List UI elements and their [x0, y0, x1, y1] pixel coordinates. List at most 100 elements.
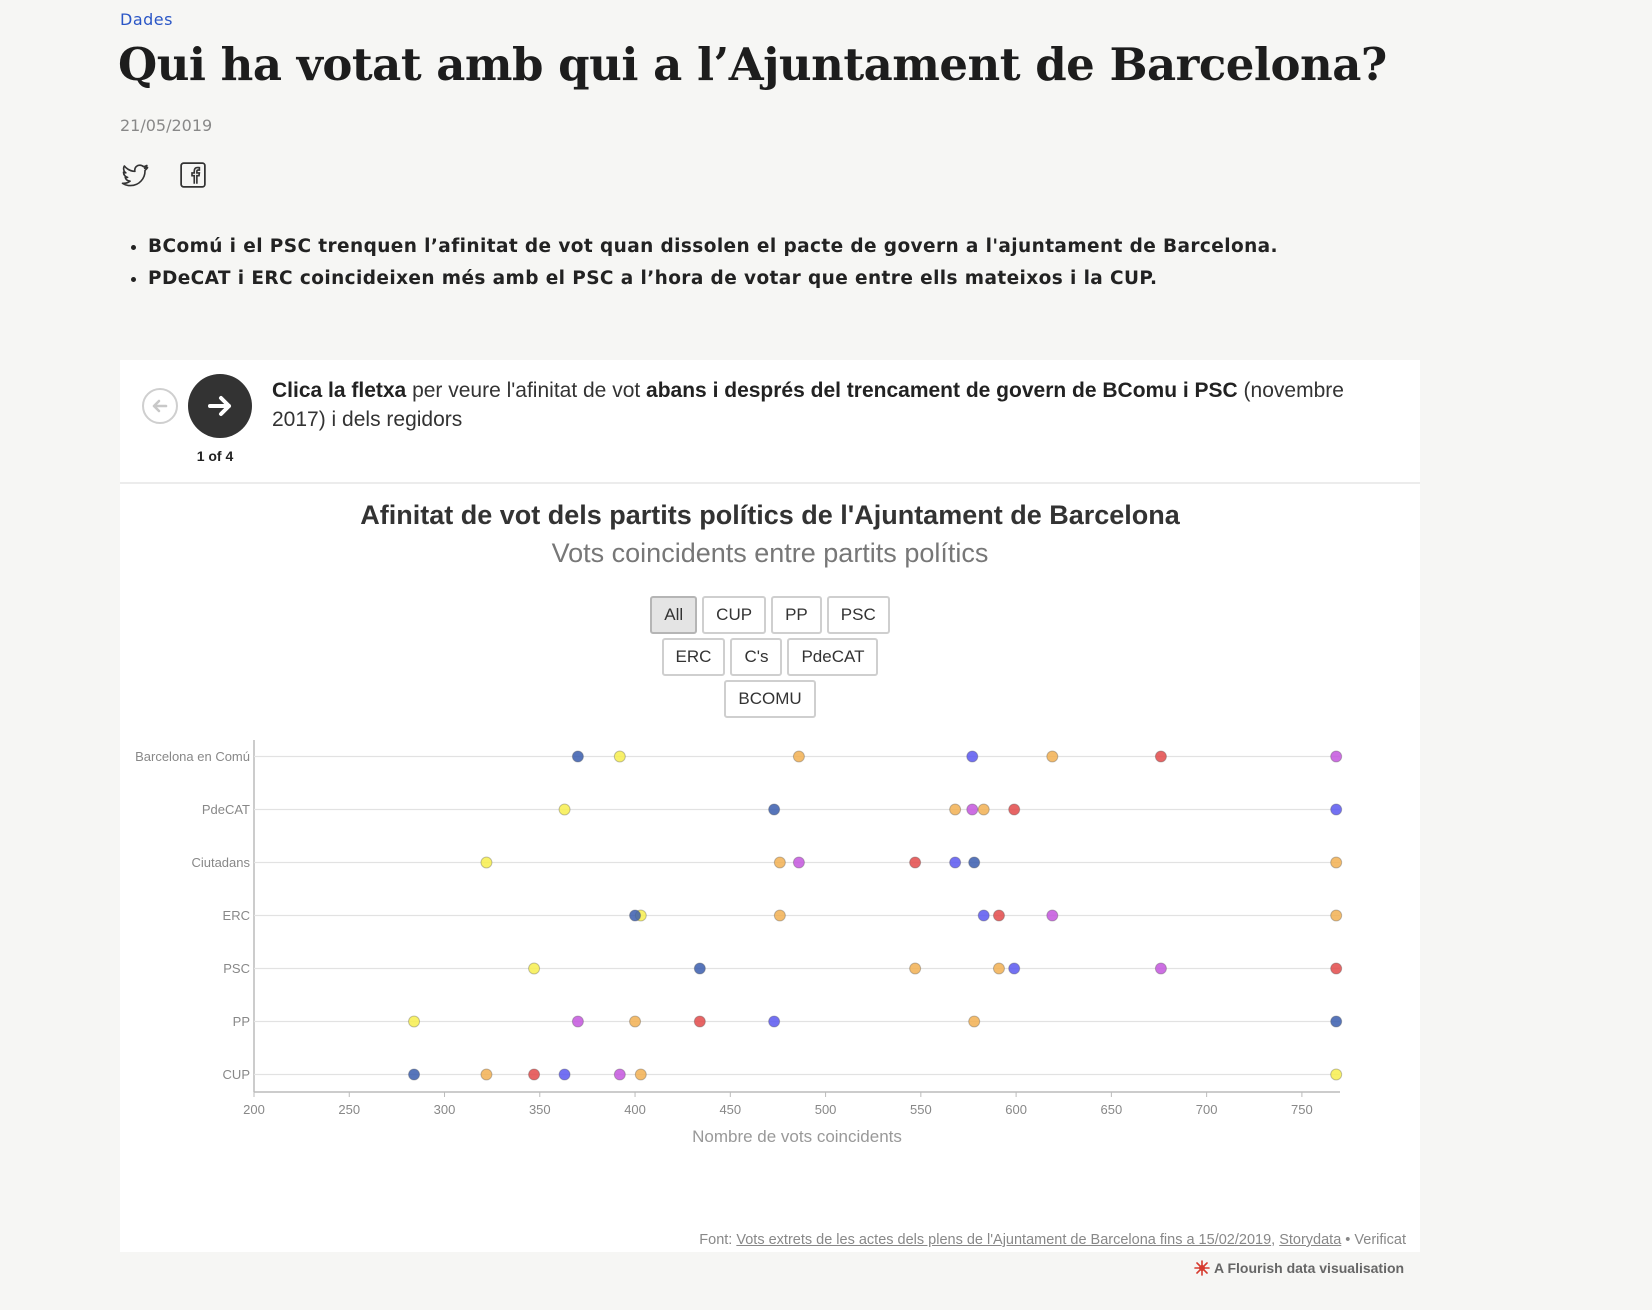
arrow-left-icon: [152, 399, 168, 413]
data-point: [773, 909, 786, 922]
facebook-icon: [180, 162, 206, 188]
data-point: [1330, 962, 1343, 975]
data-point: [768, 1015, 781, 1028]
data-point: [1330, 856, 1343, 869]
data-point: [968, 1015, 981, 1028]
data-point: [966, 750, 979, 763]
filter-bcomu-button[interactable]: BCOMU: [724, 680, 816, 718]
data-point: [528, 1068, 541, 1081]
data-point: [792, 750, 805, 763]
flourish-logo-icon: [1194, 1260, 1210, 1276]
data-point: [792, 856, 805, 869]
slide-counter: 1 of 4: [196, 448, 234, 464]
data-point: [909, 962, 922, 975]
data-point: [408, 1068, 421, 1081]
x-tick-label: 450: [719, 1102, 741, 1117]
data-point: [1330, 1068, 1343, 1081]
x-tick-label: 600: [1005, 1102, 1027, 1117]
previous-slide-button[interactable]: [142, 388, 178, 424]
data-point: [1008, 803, 1021, 816]
article-date: 21/05/2019: [120, 116, 213, 135]
article-title: Qui ha votat amb qui a l’Ajuntament de B…: [118, 38, 1387, 91]
y-tick-label: ERC: [223, 908, 250, 923]
filter-cs-button[interactable]: C's: [730, 638, 783, 676]
y-tick-label: Ciutadans: [191, 855, 250, 870]
filter-pdecat-button[interactable]: PdeCAT: [787, 638, 879, 676]
summary-item: PDeCAT i ERC coincideixen més amb el PSC…: [148, 268, 1278, 289]
data-point: [613, 750, 626, 763]
arrow-right-icon: [208, 396, 231, 416]
data-point: [571, 750, 584, 763]
data-point: [408, 1015, 421, 1028]
data-point: [1046, 909, 1059, 922]
party-filter-group: All CUP PP PSC ERC C's PdeCAT BCOMU: [120, 596, 1420, 722]
data-point: [480, 856, 493, 869]
filter-erc-button[interactable]: ERC: [661, 638, 726, 676]
summary-item: BComú i el PSC trenquen l’afinitat de vo…: [148, 236, 1278, 257]
data-point: [1330, 750, 1343, 763]
data-point: [629, 909, 642, 922]
data-point: [968, 856, 981, 869]
flourish-visualisation: 1 of 4 Clica la fletxa per veure l'afini…: [120, 360, 1420, 1252]
data-point: [977, 803, 990, 816]
data-point: [634, 1068, 647, 1081]
section-link[interactable]: Dades: [120, 10, 173, 29]
storydata-link[interactable]: Storydata: [1279, 1232, 1342, 1248]
x-tick-label: 300: [434, 1102, 456, 1117]
filter-pp-button[interactable]: PP: [771, 596, 822, 634]
x-tick-label: 700: [1196, 1102, 1218, 1117]
data-point: [1046, 750, 1059, 763]
twitter-share-button[interactable]: [120, 160, 150, 190]
next-slide-button[interactable]: [188, 374, 252, 438]
story-navigation: 1 of 4 Clica la fletxa per veure l'afini…: [120, 360, 1420, 484]
summary-list: BComú i el PSC trenquen l’afinitat de vo…: [118, 236, 1278, 300]
twitter-icon: [121, 164, 149, 187]
data-point: [1154, 962, 1167, 975]
data-point: [528, 962, 541, 975]
data-point: [629, 1015, 642, 1028]
x-tick-label: 250: [338, 1102, 360, 1117]
y-tick-label: PSC: [223, 961, 250, 976]
data-point: [1330, 803, 1343, 816]
dot-plot-chart: Barcelona en Comú PdeCAT Ciutadans ERC PSC PP…: [135, 740, 1343, 1146]
data-point: [558, 803, 571, 816]
y-tick-label: CUP: [223, 1067, 250, 1082]
data-point: [480, 1068, 493, 1081]
x-axis-title: Nombre de vots coincidents: [692, 1127, 902, 1146]
facebook-share-button[interactable]: [178, 160, 208, 190]
data-point: [558, 1068, 571, 1081]
flourish-credit-link[interactable]: A Flourish data visualisation: [1194, 1260, 1404, 1276]
x-tick-label: 200: [243, 1102, 265, 1117]
filter-psc-button[interactable]: PSC: [826, 596, 890, 634]
data-point: [966, 803, 979, 816]
source-note: Font: Vots extrets de les actes dels ple…: [699, 1232, 1406, 1248]
data-point: [977, 909, 990, 922]
data-point: [571, 1015, 584, 1028]
data-point: [992, 909, 1005, 922]
data-point: [693, 1015, 706, 1028]
x-tick-label: 500: [815, 1102, 837, 1117]
x-tick-label: 350: [529, 1102, 551, 1117]
source-link[interactable]: Vots extrets de les actes dels plens de …: [736, 1232, 1272, 1248]
data-point: [1154, 750, 1167, 763]
data-point: [949, 803, 962, 816]
x-tick-label: 650: [1101, 1102, 1123, 1117]
data-point: [949, 856, 962, 869]
filter-cup-button[interactable]: CUP: [702, 596, 767, 634]
data-point: [992, 962, 1005, 975]
y-tick-label: PdeCAT: [202, 802, 250, 817]
y-tick-label: Barcelona en Comú: [135, 749, 250, 764]
data-point: [773, 856, 786, 869]
x-tick-label: 550: [910, 1102, 932, 1117]
slide-caption: Clica la fletxa per veure l'afinitat de …: [272, 379, 1344, 431]
y-tick-label: PP: [233, 1014, 250, 1029]
data-point: [1330, 1015, 1343, 1028]
data-point: [909, 856, 922, 869]
x-tick-label: 750: [1291, 1102, 1313, 1117]
x-tick-label: 400: [624, 1102, 646, 1117]
chart-title: Afinitat de vot dels partits polítics de…: [360, 500, 1180, 530]
filter-all-button[interactable]: All: [650, 596, 698, 634]
data-point: [768, 803, 781, 816]
data-point: [1008, 962, 1021, 975]
data-point: [693, 962, 706, 975]
